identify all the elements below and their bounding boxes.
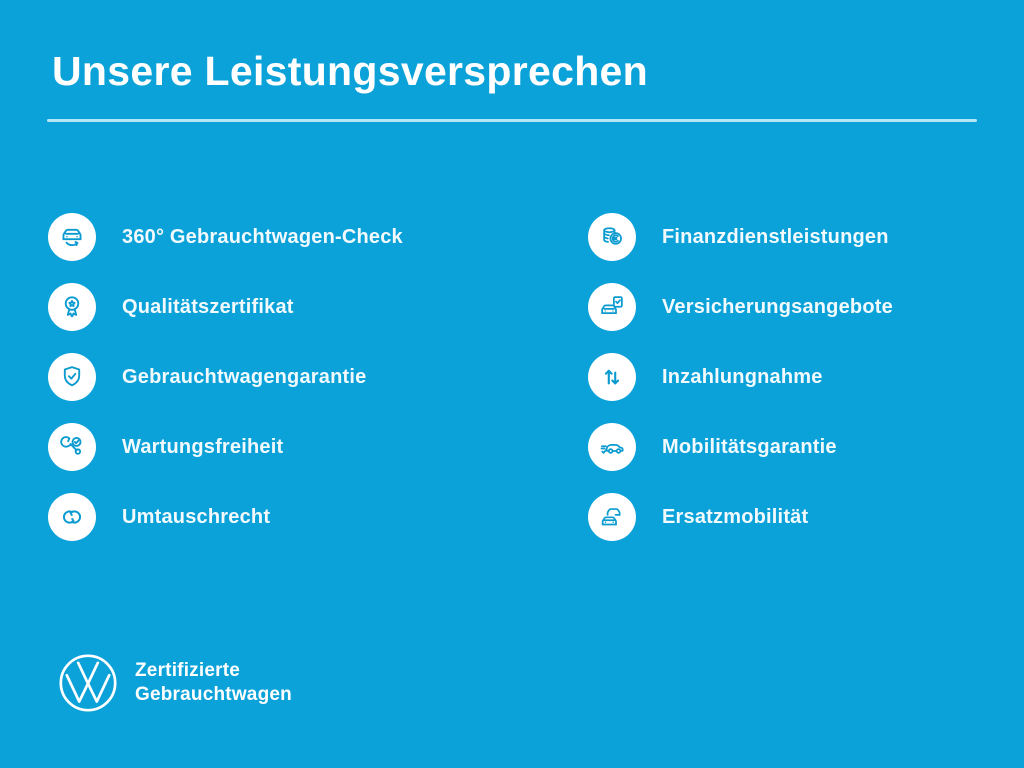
list-item: Gebrauchtwagengarantie [48,342,508,412]
up-down-arrows-icon [588,353,636,401]
shield-check-icon [48,353,96,401]
benefits-column-right: Finanzdienstleistungen Versicherungsange… [588,202,1024,552]
benefit-label: Versicherungsangebote [662,295,893,318]
vw-logo [57,652,119,714]
car-document-icon [588,283,636,331]
car-360-icon [48,213,96,261]
two-cars-icon [588,493,636,541]
benefit-label: Inzahlungnahme [662,365,823,388]
list-item: Versicherungsangebote [588,272,1024,342]
benefit-label: Ersatzmobilität [662,505,809,528]
award-badge-icon [48,283,96,331]
benefit-label: Qualitätszertifikat [122,295,294,318]
benefit-label: Wartungsfreiheit [122,435,284,458]
list-item: Umtauschrecht [48,482,508,552]
benefit-label: 360° Gebrauchtwagen-Check [122,225,403,248]
coins-euro-icon [588,213,636,261]
list-item: Wartungsfreiheit [48,412,508,482]
benefits-column-left: 360° Gebrauchtwagen-Check Qualitätszerti… [48,202,508,552]
footer: Zertifizierte Gebrauchtwagen [57,652,292,714]
brand-text: Zertifizierte Gebrauchtwagen [135,659,292,707]
list-item: Ersatzmobilität [588,482,1024,552]
title-underline [47,119,977,122]
list-item: 360° Gebrauchtwagen-Check [48,202,508,272]
list-item: Finanzdienstleistungen [588,202,1024,272]
car-check-icon [588,423,636,471]
benefit-label: Finanzdienstleistungen [662,225,889,248]
brand-line-2: Gebrauchtwagen [135,684,292,705]
list-item: Mobilitätsgarantie [588,412,1024,482]
benefit-label: Mobilitätsgarantie [662,435,837,458]
benefit-label: Gebrauchtwagengarantie [122,365,367,388]
wrench-check-icon [48,423,96,471]
list-item: Qualitätszertifikat [48,272,508,342]
brand-line-1: Zertifizierte [135,660,241,681]
list-item: Inzahlungnahme [588,342,1024,412]
page-title: Unsere Leistungsversprechen [52,48,648,94]
exchange-arrows-icon [48,493,96,541]
benefit-label: Umtauschrecht [122,505,271,528]
